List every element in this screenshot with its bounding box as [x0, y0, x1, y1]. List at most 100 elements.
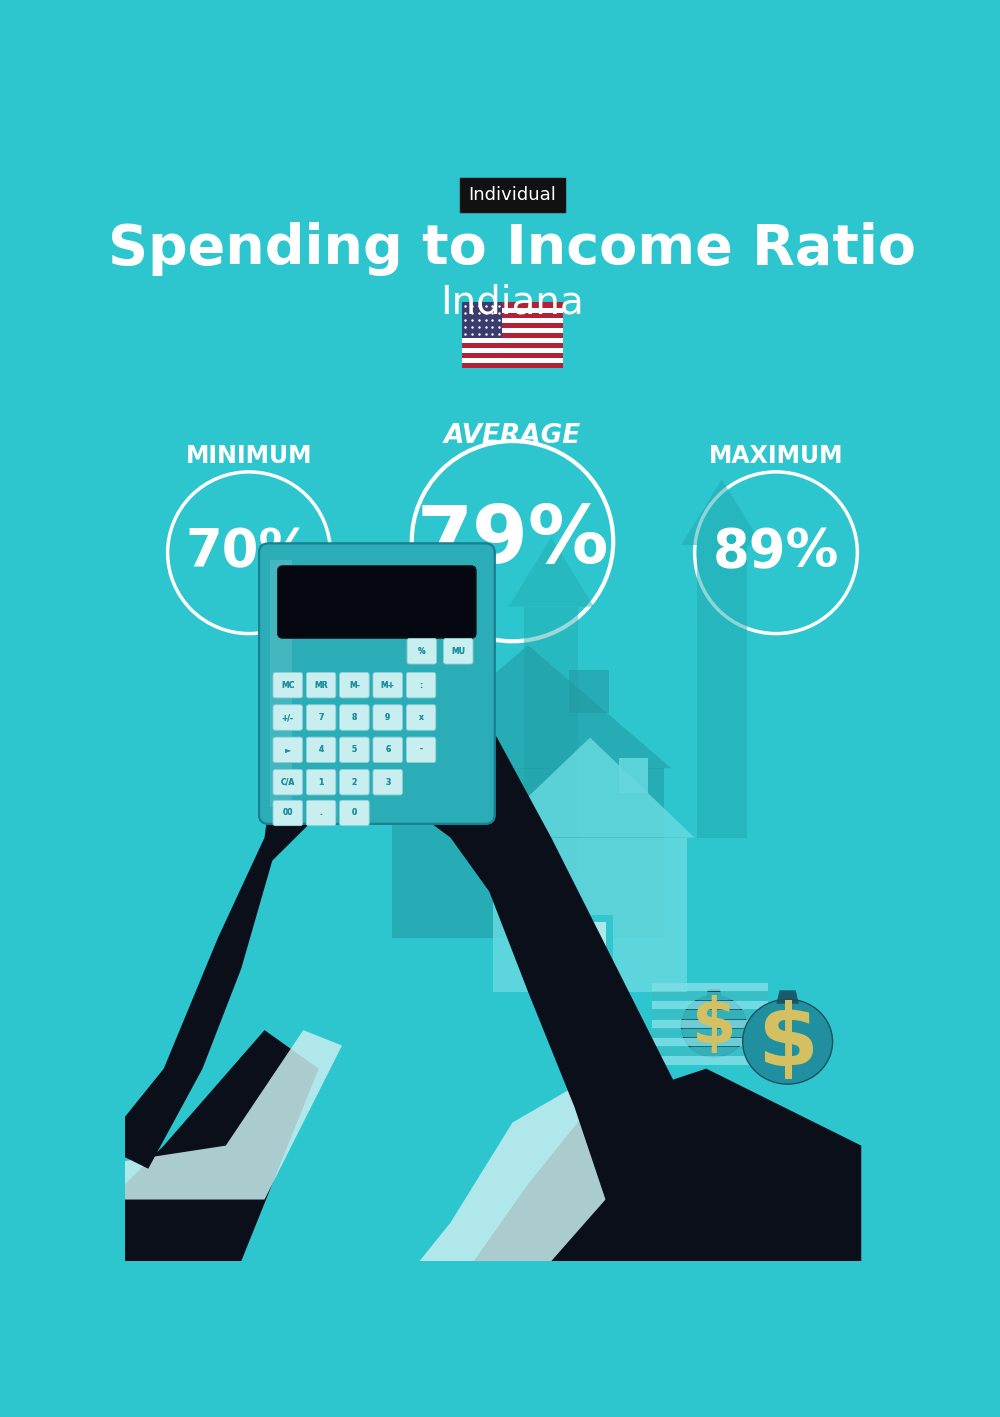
Polygon shape — [706, 989, 722, 999]
Text: -: - — [419, 745, 423, 754]
Text: 4: 4 — [318, 745, 324, 754]
FancyBboxPatch shape — [373, 769, 402, 795]
Polygon shape — [569, 670, 609, 713]
Text: 8: 8 — [352, 713, 357, 723]
FancyBboxPatch shape — [340, 769, 369, 795]
Text: +/-: +/- — [282, 713, 294, 723]
FancyBboxPatch shape — [652, 1029, 768, 1037]
FancyBboxPatch shape — [373, 737, 402, 762]
Text: 3: 3 — [385, 778, 390, 786]
Text: 70%: 70% — [186, 527, 312, 578]
FancyBboxPatch shape — [652, 1057, 768, 1064]
FancyBboxPatch shape — [462, 353, 563, 359]
Text: $: $ — [757, 999, 818, 1084]
FancyBboxPatch shape — [652, 1047, 768, 1056]
Text: 00: 00 — [283, 809, 293, 818]
FancyBboxPatch shape — [306, 801, 336, 826]
Text: %: % — [418, 646, 426, 656]
FancyBboxPatch shape — [306, 673, 336, 699]
FancyBboxPatch shape — [340, 704, 369, 730]
Text: 3: 3 — [385, 778, 390, 786]
FancyBboxPatch shape — [462, 302, 563, 307]
Polygon shape — [619, 758, 648, 792]
FancyBboxPatch shape — [273, 737, 302, 762]
FancyBboxPatch shape — [652, 1010, 768, 1019]
FancyBboxPatch shape — [462, 327, 563, 333]
Text: .: . — [320, 809, 323, 818]
Polygon shape — [361, 591, 431, 645]
FancyBboxPatch shape — [406, 673, 436, 699]
FancyBboxPatch shape — [444, 639, 473, 665]
FancyBboxPatch shape — [373, 673, 402, 699]
Text: Spending to Income Ratio: Spending to Income Ratio — [108, 221, 916, 275]
Text: MC: MC — [281, 680, 294, 690]
Polygon shape — [509, 537, 594, 606]
FancyBboxPatch shape — [406, 737, 436, 762]
Text: 1: 1 — [318, 778, 324, 786]
FancyBboxPatch shape — [373, 737, 402, 762]
Polygon shape — [86, 1030, 319, 1261]
FancyBboxPatch shape — [462, 347, 563, 353]
FancyBboxPatch shape — [373, 769, 402, 795]
Polygon shape — [125, 1030, 342, 1200]
FancyBboxPatch shape — [273, 704, 302, 730]
Polygon shape — [485, 737, 695, 837]
Text: MC: MC — [281, 680, 294, 690]
FancyBboxPatch shape — [273, 737, 302, 762]
FancyBboxPatch shape — [306, 801, 336, 826]
Text: AVERAGE: AVERAGE — [444, 422, 581, 449]
Text: 5: 5 — [352, 745, 357, 754]
FancyBboxPatch shape — [340, 737, 369, 762]
Polygon shape — [420, 1068, 683, 1261]
FancyBboxPatch shape — [306, 737, 336, 762]
Text: :: : — [419, 680, 423, 690]
FancyBboxPatch shape — [273, 801, 302, 826]
Text: 1: 1 — [318, 778, 324, 786]
Polygon shape — [681, 479, 762, 546]
FancyBboxPatch shape — [278, 565, 476, 638]
FancyBboxPatch shape — [273, 673, 302, 699]
FancyBboxPatch shape — [259, 544, 495, 823]
FancyBboxPatch shape — [444, 639, 473, 665]
Text: MINIMUM: MINIMUM — [186, 445, 312, 469]
Text: -: - — [419, 745, 423, 754]
Ellipse shape — [743, 999, 833, 1084]
FancyBboxPatch shape — [652, 1019, 768, 1027]
FancyBboxPatch shape — [588, 922, 606, 988]
FancyBboxPatch shape — [340, 801, 369, 826]
FancyBboxPatch shape — [406, 673, 436, 699]
FancyBboxPatch shape — [652, 1000, 768, 1009]
FancyBboxPatch shape — [462, 333, 563, 337]
Text: 2: 2 — [352, 778, 357, 786]
FancyBboxPatch shape — [273, 769, 302, 795]
Text: 00: 00 — [283, 809, 293, 818]
FancyBboxPatch shape — [407, 639, 437, 665]
Polygon shape — [392, 768, 664, 938]
FancyBboxPatch shape — [406, 737, 436, 762]
Text: MU: MU — [451, 646, 465, 656]
Polygon shape — [567, 914, 613, 992]
FancyBboxPatch shape — [652, 992, 768, 1000]
FancyBboxPatch shape — [340, 704, 369, 730]
FancyBboxPatch shape — [340, 673, 369, 699]
Text: C/A: C/A — [281, 778, 295, 786]
Text: .: . — [320, 809, 323, 818]
Text: 7: 7 — [318, 713, 324, 723]
FancyBboxPatch shape — [340, 673, 369, 699]
Polygon shape — [375, 645, 418, 815]
FancyBboxPatch shape — [462, 323, 563, 327]
Text: $: $ — [692, 995, 736, 1057]
FancyBboxPatch shape — [462, 317, 563, 323]
Text: 89%: 89% — [713, 527, 839, 578]
Text: x: x — [419, 713, 423, 723]
FancyBboxPatch shape — [306, 704, 336, 730]
FancyBboxPatch shape — [462, 307, 563, 313]
Text: x: x — [419, 713, 423, 723]
Text: %: % — [418, 646, 426, 656]
Text: 2: 2 — [352, 778, 357, 786]
Text: 6: 6 — [385, 745, 390, 754]
FancyBboxPatch shape — [259, 544, 495, 823]
FancyBboxPatch shape — [306, 673, 336, 699]
FancyBboxPatch shape — [273, 704, 302, 730]
Text: M+: M+ — [381, 680, 395, 690]
